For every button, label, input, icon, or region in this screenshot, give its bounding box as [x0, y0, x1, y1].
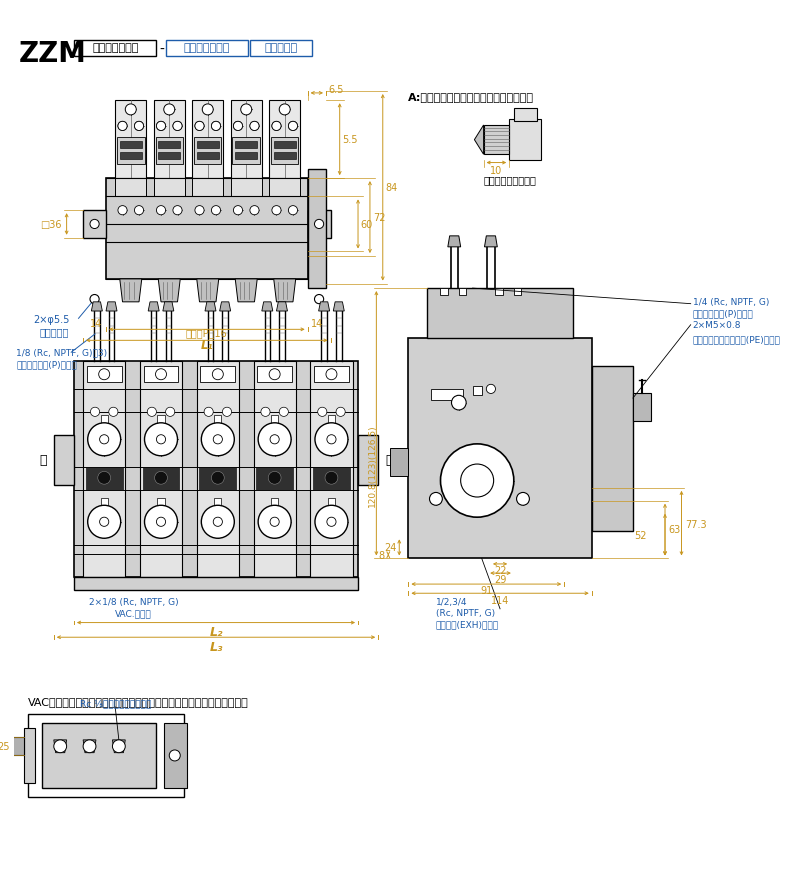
Bar [200, 367, 236, 383]
Polygon shape [474, 126, 484, 155]
Circle shape [272, 122, 281, 131]
Circle shape [88, 506, 121, 539]
Bar [164, 724, 187, 788]
Text: 8: 8 [378, 550, 385, 560]
Text: L₁: L₁ [200, 339, 214, 352]
Bar [221, 577, 228, 588]
Bar [83, 362, 126, 577]
Bar [117, 137, 144, 165]
Circle shape [270, 435, 279, 445]
Circle shape [195, 122, 204, 131]
Circle shape [164, 105, 175, 116]
Circle shape [214, 517, 222, 527]
Bar [24, 728, 35, 783]
Bar [484, 126, 509, 155]
Circle shape [258, 424, 291, 456]
Circle shape [288, 122, 298, 131]
Circle shape [250, 122, 259, 131]
Bar [197, 152, 219, 159]
Circle shape [517, 493, 529, 506]
Text: Rc ⅛六角穴付沈みプラグ: Rc ⅛六角穴付沈みプラグ [79, 698, 151, 707]
Bar [236, 152, 257, 159]
Bar [155, 137, 183, 165]
Bar [100, 416, 108, 424]
Polygon shape [262, 302, 273, 312]
Circle shape [118, 122, 127, 131]
Text: 共通排気ポート: 共通排気ポート [184, 43, 230, 52]
Circle shape [201, 424, 234, 456]
Bar [115, 179, 146, 198]
Text: 22: 22 [494, 565, 506, 575]
Polygon shape [91, 302, 102, 312]
Polygon shape [197, 280, 219, 302]
Text: A:ロックナット付破壊流量調整ニードル: A:ロックナット付破壊流量調整ニードル [408, 92, 535, 102]
Bar [320, 577, 328, 588]
Bar [271, 416, 279, 424]
Text: 24: 24 [384, 543, 396, 553]
Circle shape [166, 408, 175, 417]
Bar [271, 499, 279, 506]
Text: 63: 63 [669, 525, 681, 534]
Circle shape [336, 408, 345, 417]
Polygon shape [276, 302, 287, 312]
Text: □36: □36 [41, 220, 62, 229]
Circle shape [315, 424, 348, 456]
Bar [165, 577, 172, 588]
Bar [214, 499, 221, 506]
Bar [231, 179, 262, 198]
Text: 72: 72 [373, 213, 385, 222]
Bar [83, 211, 106, 238]
Circle shape [268, 472, 281, 485]
Circle shape [173, 206, 182, 215]
Circle shape [100, 435, 109, 445]
Polygon shape [162, 302, 173, 312]
Bar [408, 339, 592, 559]
Bar [314, 367, 349, 383]
Bar [440, 289, 447, 296]
Bar [257, 467, 293, 490]
Circle shape [156, 517, 166, 527]
Text: 52: 52 [634, 530, 647, 540]
Text: 77.3: 77.3 [685, 519, 706, 529]
Circle shape [144, 424, 177, 456]
Circle shape [134, 206, 144, 215]
Text: 1/4 (Rc, NPTF, G)
共通空気供給(P)ポート: 1/4 (Rc, NPTF, G) 共通空気供給(P)ポート [692, 298, 769, 318]
Text: 2×1/8 (Rc, NPTF, G)
VAC.ポート: 2×1/8 (Rc, NPTF, G) VAC.ポート [89, 597, 178, 618]
Polygon shape [220, 302, 231, 312]
Circle shape [250, 122, 259, 131]
Text: ピッチP＝16: ピッチP＝16 [186, 328, 228, 338]
Polygon shape [83, 740, 96, 753]
Circle shape [126, 105, 137, 116]
Circle shape [487, 385, 495, 394]
Bar [157, 416, 165, 424]
Text: 集合パイロット圧排気(PE)ポート: 集合パイロット圧排気(PE)ポート [692, 335, 780, 344]
Polygon shape [54, 740, 67, 753]
Circle shape [272, 122, 281, 131]
Circle shape [272, 206, 281, 215]
Bar [269, 101, 301, 179]
Circle shape [109, 408, 118, 417]
Bar [87, 367, 122, 383]
Bar [74, 577, 358, 591]
Circle shape [83, 740, 96, 753]
Bar [192, 101, 223, 179]
Bar [93, 577, 100, 588]
Polygon shape [148, 302, 159, 312]
Polygon shape [106, 302, 117, 312]
Text: 1/8 (Rc, NPTF, G)注3)
個別空気供給(P)ポート: 1/8 (Rc, NPTF, G)注3) 個別空気供給(P)ポート [16, 348, 108, 369]
Circle shape [214, 435, 222, 445]
Text: 14: 14 [90, 319, 103, 329]
Bar [335, 577, 342, 588]
Polygon shape [319, 302, 330, 312]
Text: L₃: L₃ [210, 641, 223, 653]
Bar [74, 362, 358, 577]
Bar [274, 142, 296, 149]
Bar [197, 142, 219, 149]
Circle shape [98, 472, 111, 485]
Bar [159, 152, 181, 159]
Circle shape [204, 408, 214, 417]
Bar [269, 179, 301, 198]
Circle shape [195, 122, 204, 131]
Bar [250, 41, 312, 58]
Bar [271, 137, 298, 165]
